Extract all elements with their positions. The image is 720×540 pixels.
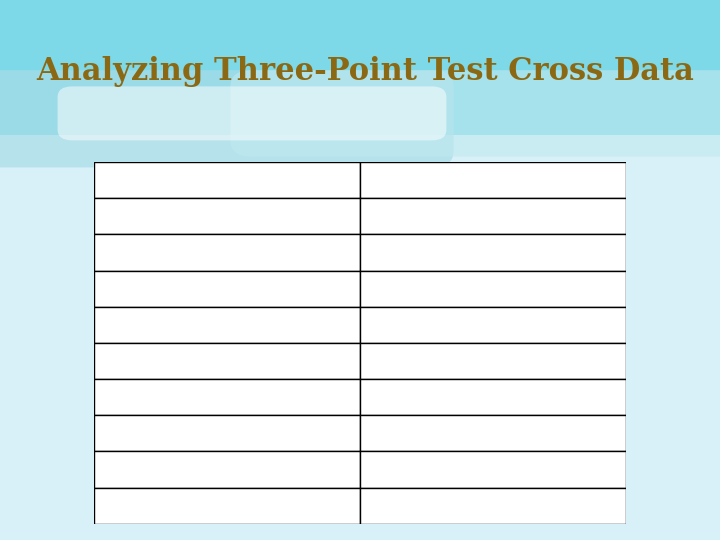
Text: 30: 30 <box>481 316 505 334</box>
FancyBboxPatch shape <box>360 451 626 488</box>
FancyBboxPatch shape <box>94 379 360 415</box>
Text: 374: 374 <box>474 244 512 261</box>
FancyBboxPatch shape <box>230 70 720 157</box>
FancyBboxPatch shape <box>94 271 360 307</box>
FancyBboxPatch shape <box>360 307 626 343</box>
Text: 390: 390 <box>474 207 512 225</box>
FancyBboxPatch shape <box>360 488 626 524</box>
FancyBboxPatch shape <box>360 271 626 307</box>
Text: Abc: Abc <box>208 424 246 442</box>
FancyBboxPatch shape <box>360 198 626 234</box>
FancyBboxPatch shape <box>94 488 360 524</box>
Text: Analyzing Three-Point Test Cross Data: Analyzing Three-Point Test Cross Data <box>36 56 694 87</box>
Text: Observed: Observed <box>438 170 548 190</box>
Text: abc: abc <box>210 244 244 261</box>
Text: AbC: AbC <box>206 280 248 298</box>
FancyBboxPatch shape <box>94 451 360 488</box>
Text: 8: 8 <box>487 388 500 406</box>
FancyBboxPatch shape <box>360 343 626 379</box>
Text: 85: 85 <box>481 461 505 478</box>
Text: Total: Total <box>199 497 254 515</box>
FancyBboxPatch shape <box>0 135 720 540</box>
Text: aBC: aBC <box>206 316 248 334</box>
Text: ABC: ABC <box>205 207 248 225</box>
FancyBboxPatch shape <box>360 379 626 415</box>
FancyBboxPatch shape <box>0 0 720 162</box>
FancyBboxPatch shape <box>360 162 626 198</box>
FancyBboxPatch shape <box>94 198 360 234</box>
FancyBboxPatch shape <box>58 86 446 140</box>
Text: 1000: 1000 <box>466 497 521 515</box>
FancyBboxPatch shape <box>360 415 626 451</box>
FancyBboxPatch shape <box>360 234 626 271</box>
FancyBboxPatch shape <box>94 415 360 451</box>
Text: abC: abC <box>207 388 246 406</box>
Text: aBC: aBC <box>206 461 248 478</box>
FancyBboxPatch shape <box>94 307 360 343</box>
Text: 5: 5 <box>487 352 500 370</box>
Text: 27: 27 <box>481 280 505 298</box>
FancyBboxPatch shape <box>94 234 360 271</box>
Text: Genotype: Genotype <box>172 170 282 190</box>
Text: 81: 81 <box>481 424 505 442</box>
FancyBboxPatch shape <box>94 343 360 379</box>
FancyBboxPatch shape <box>0 70 454 167</box>
FancyBboxPatch shape <box>94 162 360 198</box>
Text: ABc: ABc <box>207 352 246 370</box>
